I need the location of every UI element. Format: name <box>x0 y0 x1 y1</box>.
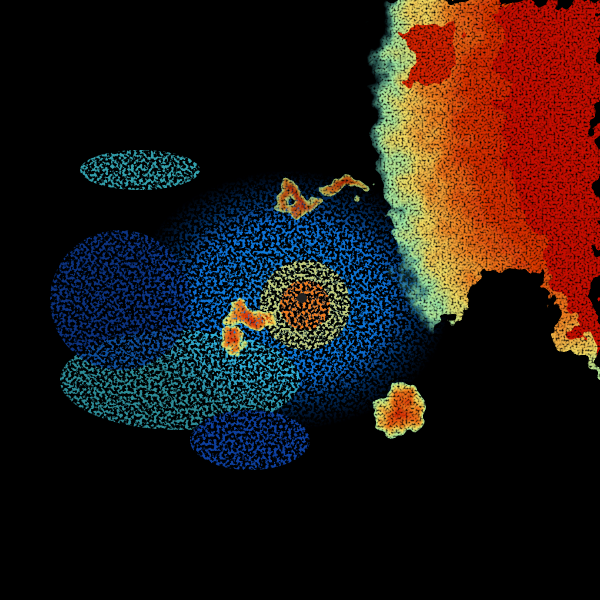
radar-site-marker <box>297 293 307 303</box>
storm-complex-northeast <box>370 0 600 380</box>
isolated-storm-cells <box>218 175 425 440</box>
near-radar-clutter <box>260 260 350 350</box>
